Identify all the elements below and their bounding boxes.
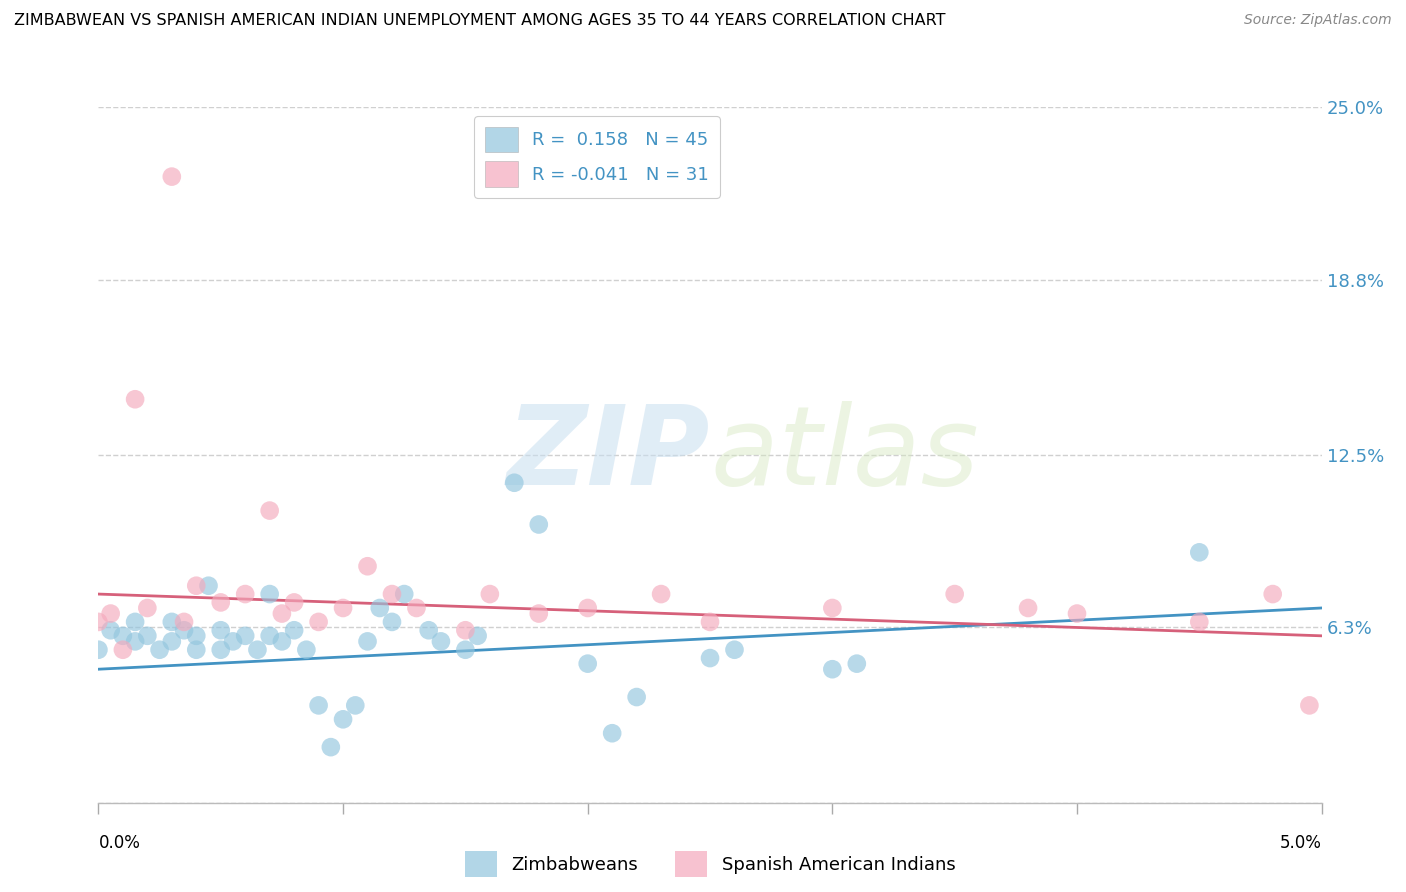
Point — [650, 587, 672, 601]
Point — [259, 587, 281, 601]
Point — [186, 629, 208, 643]
Point — [270, 634, 294, 648]
Point — [418, 624, 440, 638]
Point — [283, 595, 305, 609]
Point — [160, 634, 183, 648]
Point — [222, 634, 245, 648]
Point — [467, 629, 489, 643]
Point — [454, 624, 477, 638]
Point — [600, 726, 623, 740]
Point — [319, 740, 342, 755]
Point — [209, 595, 232, 609]
Point — [160, 615, 183, 629]
Point — [259, 629, 281, 643]
Point — [626, 690, 648, 704]
Point — [1017, 601, 1039, 615]
Point — [173, 624, 195, 638]
Point — [186, 642, 208, 657]
Point — [821, 662, 844, 676]
Point — [124, 615, 146, 629]
Point — [308, 698, 330, 713]
Text: ZIP: ZIP — [506, 401, 710, 508]
Point — [527, 607, 550, 621]
Point — [405, 601, 427, 615]
Point — [356, 559, 378, 574]
Point — [845, 657, 868, 671]
Point — [100, 624, 122, 638]
Point — [111, 629, 134, 643]
Point — [723, 642, 745, 657]
Text: atlas: atlas — [710, 401, 979, 508]
Point — [1066, 607, 1088, 621]
Point — [821, 601, 844, 615]
Point — [186, 579, 208, 593]
Point — [100, 607, 122, 621]
Point — [430, 634, 453, 648]
Point — [259, 503, 281, 517]
Point — [283, 624, 305, 638]
Point — [392, 587, 416, 601]
Point — [270, 607, 294, 621]
Point — [87, 615, 110, 629]
Point — [209, 624, 232, 638]
Text: 0.0%: 0.0% — [98, 834, 141, 852]
Text: ZIMBABWEAN VS SPANISH AMERICAN INDIAN UNEMPLOYMENT AMONG AGES 35 TO 44 YEARS COR: ZIMBABWEAN VS SPANISH AMERICAN INDIAN UN… — [14, 13, 946, 29]
Point — [209, 642, 232, 657]
Point — [136, 601, 159, 615]
Point — [246, 642, 269, 657]
Point — [136, 629, 159, 643]
Point — [368, 601, 391, 615]
Point — [1188, 615, 1211, 629]
Point — [699, 615, 721, 629]
Point — [344, 698, 367, 713]
Point — [233, 629, 256, 643]
Point — [332, 601, 354, 615]
Point — [173, 615, 195, 629]
Point — [149, 642, 172, 657]
Point — [308, 615, 330, 629]
Point — [1261, 587, 1284, 601]
Point — [381, 615, 404, 629]
Point — [233, 587, 256, 601]
Legend: Zimbabweans, Spanish American Indians: Zimbabweans, Spanish American Indians — [457, 844, 963, 884]
Point — [527, 517, 550, 532]
Point — [503, 475, 526, 490]
Point — [1298, 698, 1320, 713]
Text: Source: ZipAtlas.com: Source: ZipAtlas.com — [1244, 13, 1392, 28]
Point — [381, 587, 404, 601]
Point — [197, 579, 219, 593]
Point — [943, 587, 966, 601]
Point — [124, 634, 146, 648]
Point — [332, 712, 354, 726]
Point — [478, 587, 501, 601]
Point — [576, 657, 599, 671]
Point — [454, 642, 477, 657]
Point — [356, 634, 378, 648]
Point — [87, 642, 110, 657]
Point — [699, 651, 721, 665]
Point — [111, 642, 134, 657]
Point — [576, 601, 599, 615]
Point — [1188, 545, 1211, 559]
Text: 5.0%: 5.0% — [1279, 834, 1322, 852]
Point — [295, 642, 318, 657]
Point — [160, 169, 183, 184]
Point — [124, 392, 146, 407]
